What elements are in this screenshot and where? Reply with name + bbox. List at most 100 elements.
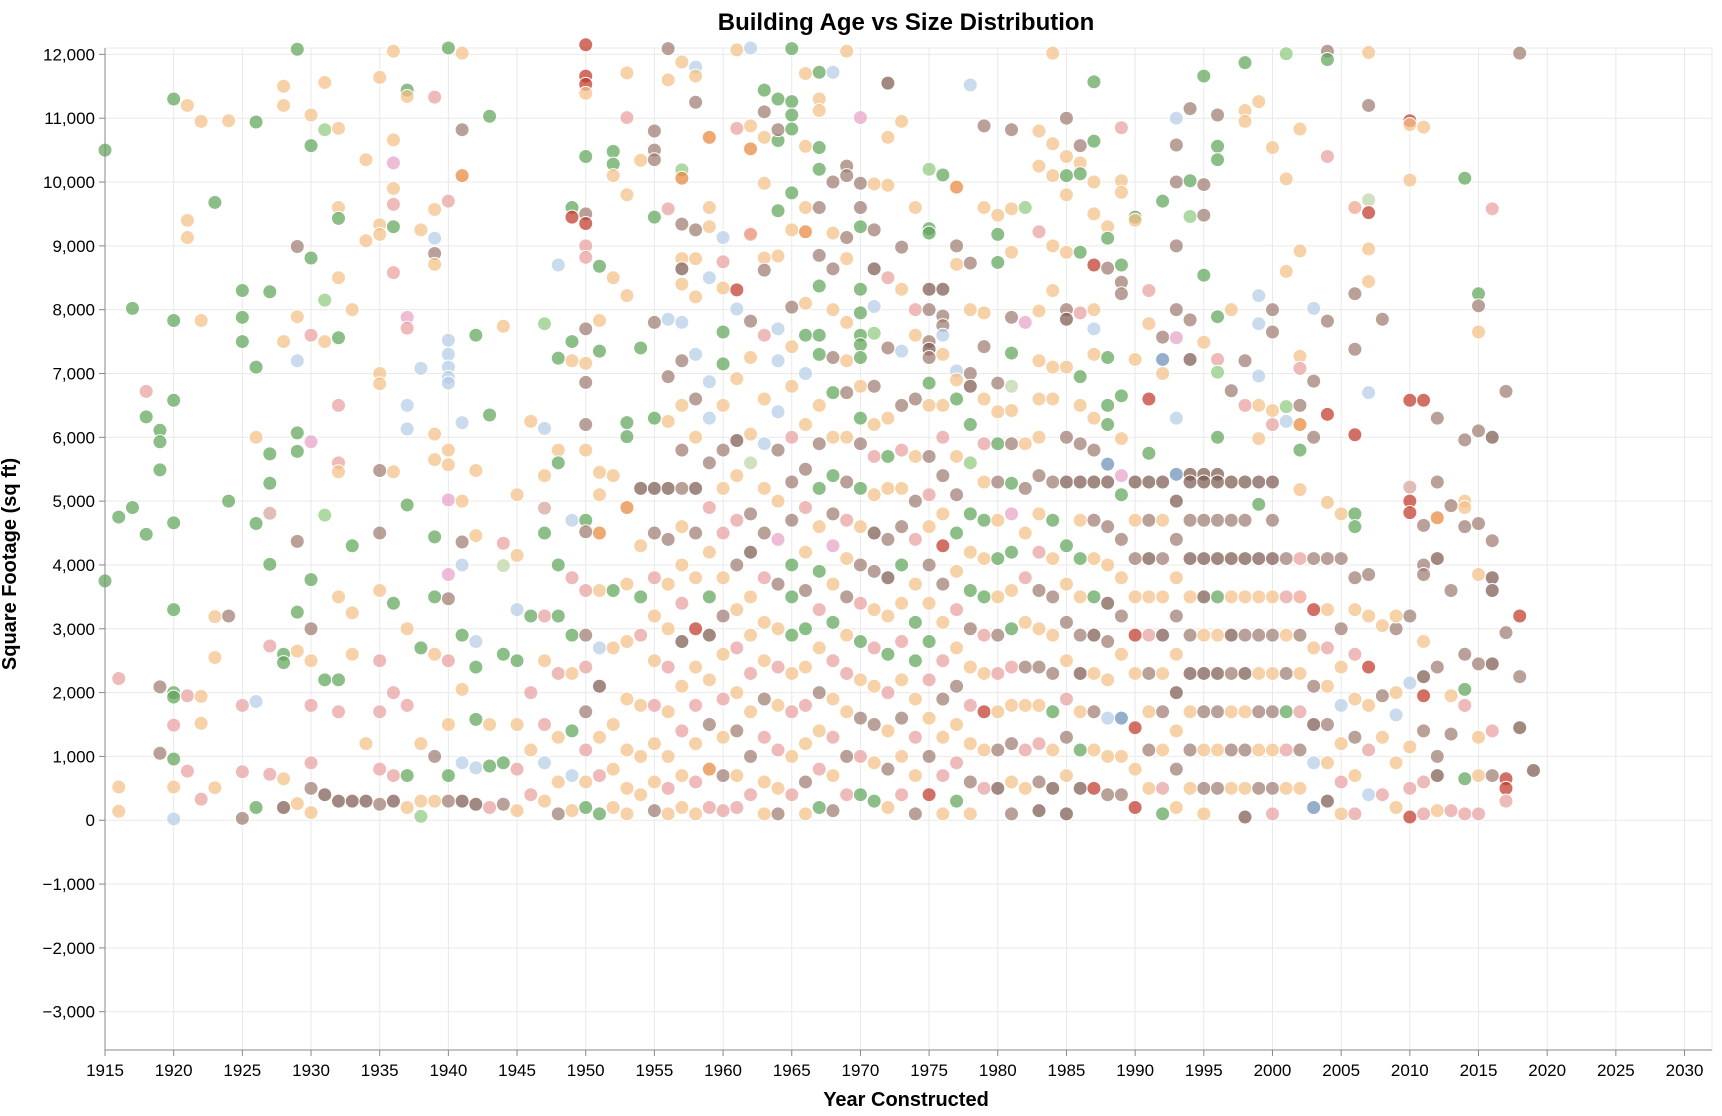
scatter-point bbox=[372, 376, 388, 392]
scatter-point bbox=[880, 410, 896, 426]
scatter-point bbox=[1127, 799, 1143, 815]
scatter-point bbox=[1264, 417, 1280, 433]
scatter-point bbox=[179, 688, 195, 704]
scatter-point bbox=[1045, 589, 1061, 605]
scatter-point bbox=[1196, 806, 1212, 822]
scatter-point bbox=[221, 113, 237, 129]
scatter-point bbox=[262, 556, 278, 572]
scatter-point bbox=[1182, 589, 1198, 605]
scatter-point bbox=[385, 685, 401, 701]
scatter-point bbox=[262, 638, 278, 654]
scatter-point bbox=[1168, 330, 1184, 346]
scatter-point bbox=[894, 239, 910, 255]
scatter-point bbox=[523, 742, 539, 758]
scatter-point bbox=[1072, 627, 1088, 643]
scatter-point bbox=[166, 717, 182, 733]
scatter-point bbox=[949, 448, 965, 464]
scatter-point bbox=[976, 742, 992, 758]
scatter-point bbox=[1347, 602, 1363, 618]
scatter-point bbox=[688, 480, 704, 496]
scatter-point bbox=[1374, 311, 1390, 327]
scatter-point bbox=[1416, 567, 1432, 583]
scatter-point bbox=[1031, 544, 1047, 560]
scatter-point bbox=[797, 138, 813, 154]
scatter-point bbox=[344, 646, 360, 662]
scatter-point bbox=[1058, 168, 1074, 184]
scatter-point bbox=[825, 350, 841, 366]
scatter-point bbox=[1182, 474, 1198, 490]
scatter-point bbox=[1306, 373, 1322, 389]
scatter-point bbox=[729, 799, 745, 815]
scatter-point bbox=[619, 742, 635, 758]
scatter-point bbox=[1182, 173, 1198, 189]
scatter-point bbox=[866, 793, 882, 809]
scatter-point bbox=[770, 659, 786, 675]
scatter-point bbox=[1292, 665, 1308, 681]
scatter-point bbox=[852, 219, 868, 235]
scatter-point bbox=[1292, 589, 1308, 605]
scatter-point bbox=[1168, 723, 1184, 739]
scatter-point bbox=[646, 774, 662, 790]
scatter-point bbox=[1141, 445, 1157, 461]
scatter-point bbox=[550, 557, 566, 573]
scatter-point bbox=[1004, 309, 1020, 325]
scatter-point bbox=[1319, 640, 1335, 656]
scatter-point bbox=[1223, 665, 1239, 681]
scatter-point bbox=[811, 200, 827, 216]
scatter-point bbox=[660, 704, 676, 720]
scatter-point bbox=[1471, 806, 1487, 822]
x-tick-label: 1920 bbox=[155, 1061, 193, 1080]
x-tick-label: 1930 bbox=[292, 1061, 330, 1080]
scatter-point bbox=[1031, 468, 1047, 484]
scatter-point bbox=[990, 704, 1006, 720]
scatter-point bbox=[1237, 742, 1253, 758]
scatter-point bbox=[427, 529, 443, 545]
scatter-point bbox=[935, 346, 951, 362]
scatter-point bbox=[179, 763, 195, 779]
scatter-point bbox=[440, 375, 456, 391]
scatter-point bbox=[262, 284, 278, 300]
scatter-point bbox=[1196, 665, 1212, 681]
scatter-point bbox=[1017, 200, 1033, 216]
scatter-point bbox=[1402, 172, 1418, 188]
scatter-point bbox=[976, 436, 992, 452]
scatter-point bbox=[990, 589, 1006, 605]
scatter-point bbox=[1251, 780, 1267, 796]
scatter-point bbox=[317, 122, 333, 138]
scatter-point bbox=[1484, 582, 1500, 598]
scatter-point bbox=[866, 261, 882, 277]
scatter-point bbox=[1004, 582, 1020, 598]
scatter-point bbox=[248, 114, 264, 130]
scatter-point bbox=[1017, 614, 1033, 630]
scatter-point bbox=[454, 681, 470, 697]
scatter-point bbox=[715, 280, 731, 296]
scatter-point bbox=[1264, 302, 1280, 318]
scatter-point bbox=[221, 608, 237, 624]
scatter-point bbox=[1237, 627, 1253, 643]
scatter-point bbox=[743, 787, 759, 803]
scatter-point bbox=[1086, 257, 1102, 273]
scatter-point bbox=[797, 774, 813, 790]
x-tick-label: 1980 bbox=[979, 1061, 1017, 1080]
scatter-point bbox=[289, 353, 305, 369]
scatter-point bbox=[715, 442, 731, 458]
scatter-point bbox=[1457, 519, 1473, 535]
scatter-point bbox=[372, 761, 388, 777]
scatter-point bbox=[825, 174, 841, 190]
scatter-point bbox=[468, 528, 484, 544]
scatter-point bbox=[495, 535, 511, 551]
x-tick-label: 1975 bbox=[910, 1061, 948, 1080]
y-tick-label: 11,000 bbox=[44, 109, 95, 128]
scatter-point bbox=[385, 155, 401, 171]
scatter-point bbox=[1004, 403, 1020, 419]
scatter-point bbox=[1141, 391, 1157, 407]
scatter-point bbox=[701, 799, 717, 815]
scatter-point bbox=[962, 455, 978, 471]
scatter-point bbox=[591, 768, 607, 784]
scatter-point bbox=[1086, 133, 1102, 149]
scatter-point bbox=[1457, 500, 1473, 516]
scatter-point bbox=[591, 258, 607, 274]
scatter-point bbox=[1319, 494, 1335, 510]
scatter-point bbox=[797, 417, 813, 433]
scatter-point bbox=[660, 480, 676, 496]
